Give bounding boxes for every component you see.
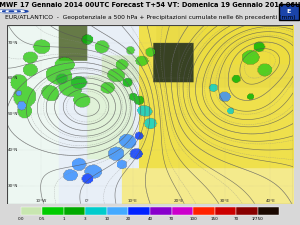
- Bar: [172, 207, 193, 215]
- Text: 150: 150: [211, 217, 218, 221]
- Bar: [193, 207, 214, 215]
- Text: 20: 20: [126, 217, 131, 221]
- Text: 0°: 0°: [85, 199, 89, 203]
- Circle shape: [6, 11, 17, 12]
- Text: 60°N: 60°N: [8, 76, 18, 80]
- Text: 3: 3: [84, 217, 87, 221]
- Text: 0.0: 0.0: [18, 217, 24, 221]
- Bar: [128, 207, 150, 215]
- Bar: [236, 207, 257, 215]
- Text: 30°N: 30°N: [8, 184, 18, 188]
- Text: ECMWF 17 Gennaio 2014 00UTC Forecast T+54 VT: Domenica 19 Gennaio 2014 06UTC: ECMWF 17 Gennaio 2014 00UTC Forecast T+5…: [0, 2, 300, 8]
- Text: 10°E: 10°E: [128, 199, 138, 203]
- Text: E: E: [287, 9, 291, 14]
- Text: 100: 100: [189, 217, 197, 221]
- Text: 70: 70: [233, 217, 239, 221]
- Text: 10°W: 10°W: [35, 199, 47, 203]
- Circle shape: [0, 10, 24, 12]
- Circle shape: [2, 11, 20, 12]
- Text: 1: 1: [63, 217, 65, 221]
- Bar: [150, 207, 172, 215]
- FancyBboxPatch shape: [279, 4, 298, 20]
- Text: 20°E: 20°E: [174, 199, 184, 203]
- Text: 50°N: 50°N: [8, 112, 18, 116]
- Bar: [64, 207, 86, 215]
- Text: EUR/ATLANTICO  -  Geopotenziale a 500 hPa + Precipitazioni cumulate nelle 6h pre: EUR/ATLANTICO - Geopotenziale a 500 hPa …: [5, 14, 295, 20]
- Text: 30°E: 30°E: [220, 199, 230, 203]
- Bar: [21, 207, 42, 215]
- Text: 40°N: 40°N: [8, 148, 18, 152]
- Bar: [43, 207, 64, 215]
- Bar: [85, 207, 107, 215]
- Bar: [107, 207, 128, 215]
- Text: 70: 70: [169, 217, 174, 221]
- Text: 40: 40: [147, 217, 153, 221]
- Bar: [214, 207, 236, 215]
- Text: 40°E: 40°E: [266, 199, 275, 203]
- Circle shape: [0, 10, 28, 13]
- Text: 0.5: 0.5: [39, 217, 46, 221]
- Text: 70°N: 70°N: [8, 41, 18, 45]
- Text: 1/750: 1/750: [252, 217, 263, 221]
- Text: 10: 10: [104, 217, 110, 221]
- Bar: [257, 207, 279, 215]
